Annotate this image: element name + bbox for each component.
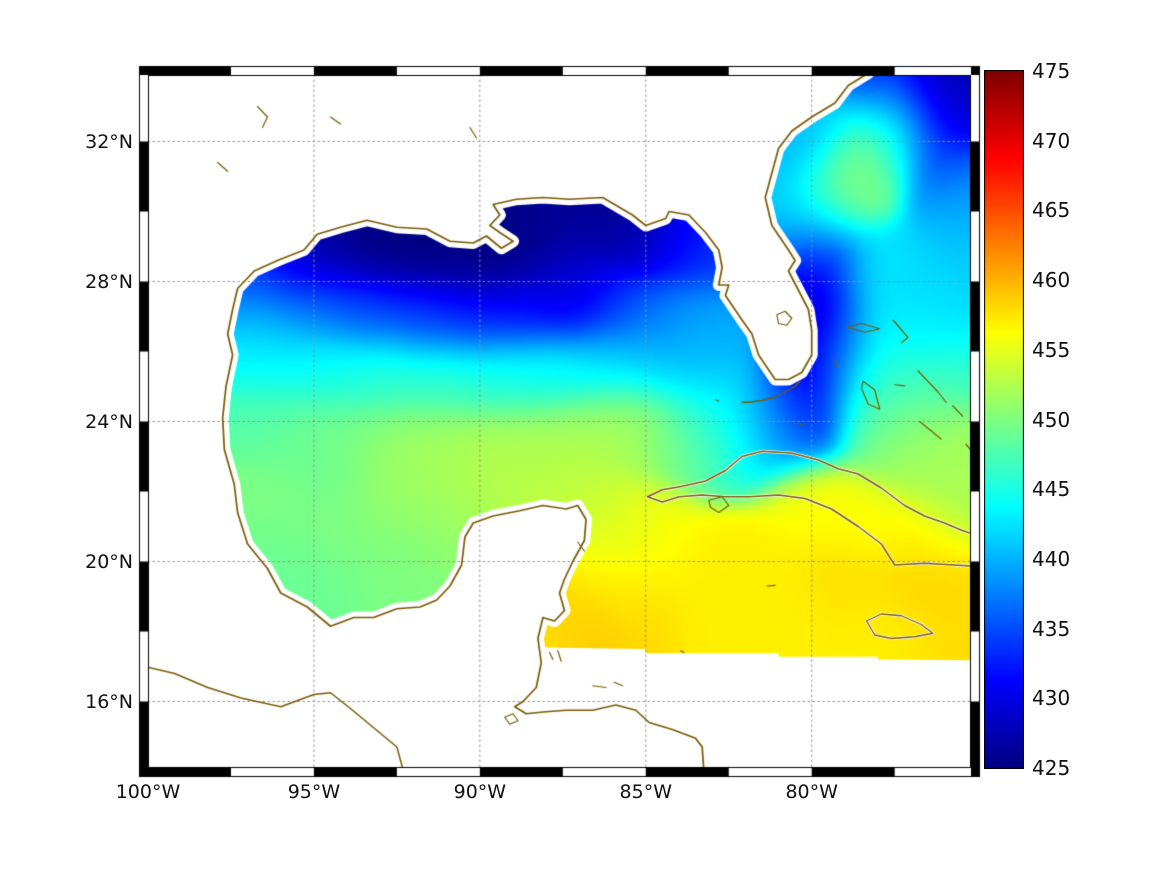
colorbar-canvas xyxy=(984,70,1024,769)
